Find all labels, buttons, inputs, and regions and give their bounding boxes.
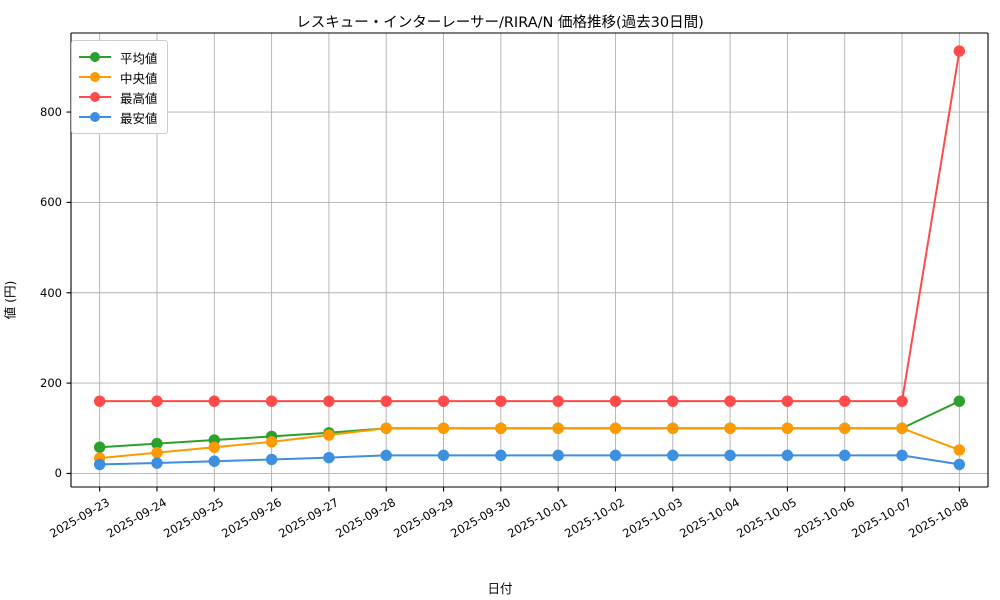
data-point [953, 395, 966, 407]
data-point [839, 449, 851, 462]
data-point [953, 444, 966, 456]
data-point [896, 449, 908, 462]
y-tick-label: 800 [40, 105, 62, 120]
data-point [724, 449, 736, 462]
data-point [93, 441, 106, 453]
data-point [724, 395, 736, 407]
data-point [380, 395, 392, 407]
data-point [896, 395, 908, 407]
data-point [781, 395, 794, 407]
legend-item-3[interactable]: 最高値 [79, 87, 158, 107]
series-4 [93, 449, 966, 471]
data-point [953, 458, 966, 471]
y-tick-label: 200 [40, 376, 62, 391]
legend-label: 最高値 [120, 90, 158, 106]
data-point [380, 422, 392, 434]
data-point [609, 395, 622, 407]
data-point [781, 422, 794, 434]
series-line [98, 454, 961, 466]
series-3 [93, 45, 966, 407]
data-point [323, 451, 335, 464]
data-point [265, 395, 278, 407]
legend-marker-icon [79, 110, 111, 124]
legend-marker-icon [79, 70, 111, 84]
data-point [208, 395, 220, 407]
data-point [839, 422, 851, 434]
x-axis-label: 日付 [487, 581, 513, 596]
data-point [552, 395, 564, 407]
axis-ticks [66, 111, 960, 492]
series-2 [93, 422, 966, 464]
data-point [437, 422, 450, 434]
legend-item-4[interactable]: 最安値 [79, 107, 158, 127]
data-point [93, 395, 106, 407]
data-point [667, 449, 679, 462]
series-line [98, 400, 961, 449]
data-point [781, 449, 794, 462]
data-point [265, 436, 278, 448]
data-point [151, 395, 163, 407]
legend-marker-icon [79, 50, 111, 64]
data-point [265, 453, 278, 466]
legend-marker-icon [79, 90, 111, 104]
legend-label: 平均値 [120, 50, 158, 66]
data-point [437, 395, 450, 407]
data-point [896, 422, 908, 434]
data-point [495, 449, 507, 462]
series-line [98, 427, 961, 460]
data-point [208, 441, 220, 453]
axis-spines [70, 32, 989, 488]
legend-item-2[interactable]: 中央値 [79, 67, 158, 87]
data-point [93, 458, 106, 471]
legend-label: 最安値 [120, 110, 158, 126]
data-point [323, 429, 335, 441]
data-point [724, 422, 736, 434]
series-1 [93, 395, 966, 453]
data-point [953, 45, 966, 57]
data-point [437, 449, 450, 462]
y-tick-label: 0 [54, 466, 62, 481]
legend-label: 中央値 [120, 70, 158, 86]
data-point [609, 449, 622, 462]
legend-item-1[interactable]: 平均値 [79, 47, 158, 67]
data-point [495, 395, 507, 407]
data-point [552, 449, 564, 462]
data-point [495, 422, 507, 434]
data-point [667, 395, 679, 407]
y-tick-label: 600 [40, 195, 62, 210]
data-point [323, 395, 335, 407]
chart-title: レスキュー・インターレーサー/RIRA/N 価格推移(過去30日間) [296, 15, 704, 31]
data-point [151, 457, 163, 469]
data-point [609, 422, 622, 434]
chart-legend: 平均値中央値最高値最安値 [71, 40, 168, 134]
data-point [667, 422, 679, 434]
data-point [380, 449, 392, 462]
series-line [98, 50, 961, 403]
data-point [208, 455, 220, 467]
data-point [839, 395, 851, 407]
data-point [151, 446, 163, 459]
data-point [552, 422, 564, 434]
grid-lines [71, 33, 988, 487]
y-tick-label: 400 [40, 285, 62, 300]
